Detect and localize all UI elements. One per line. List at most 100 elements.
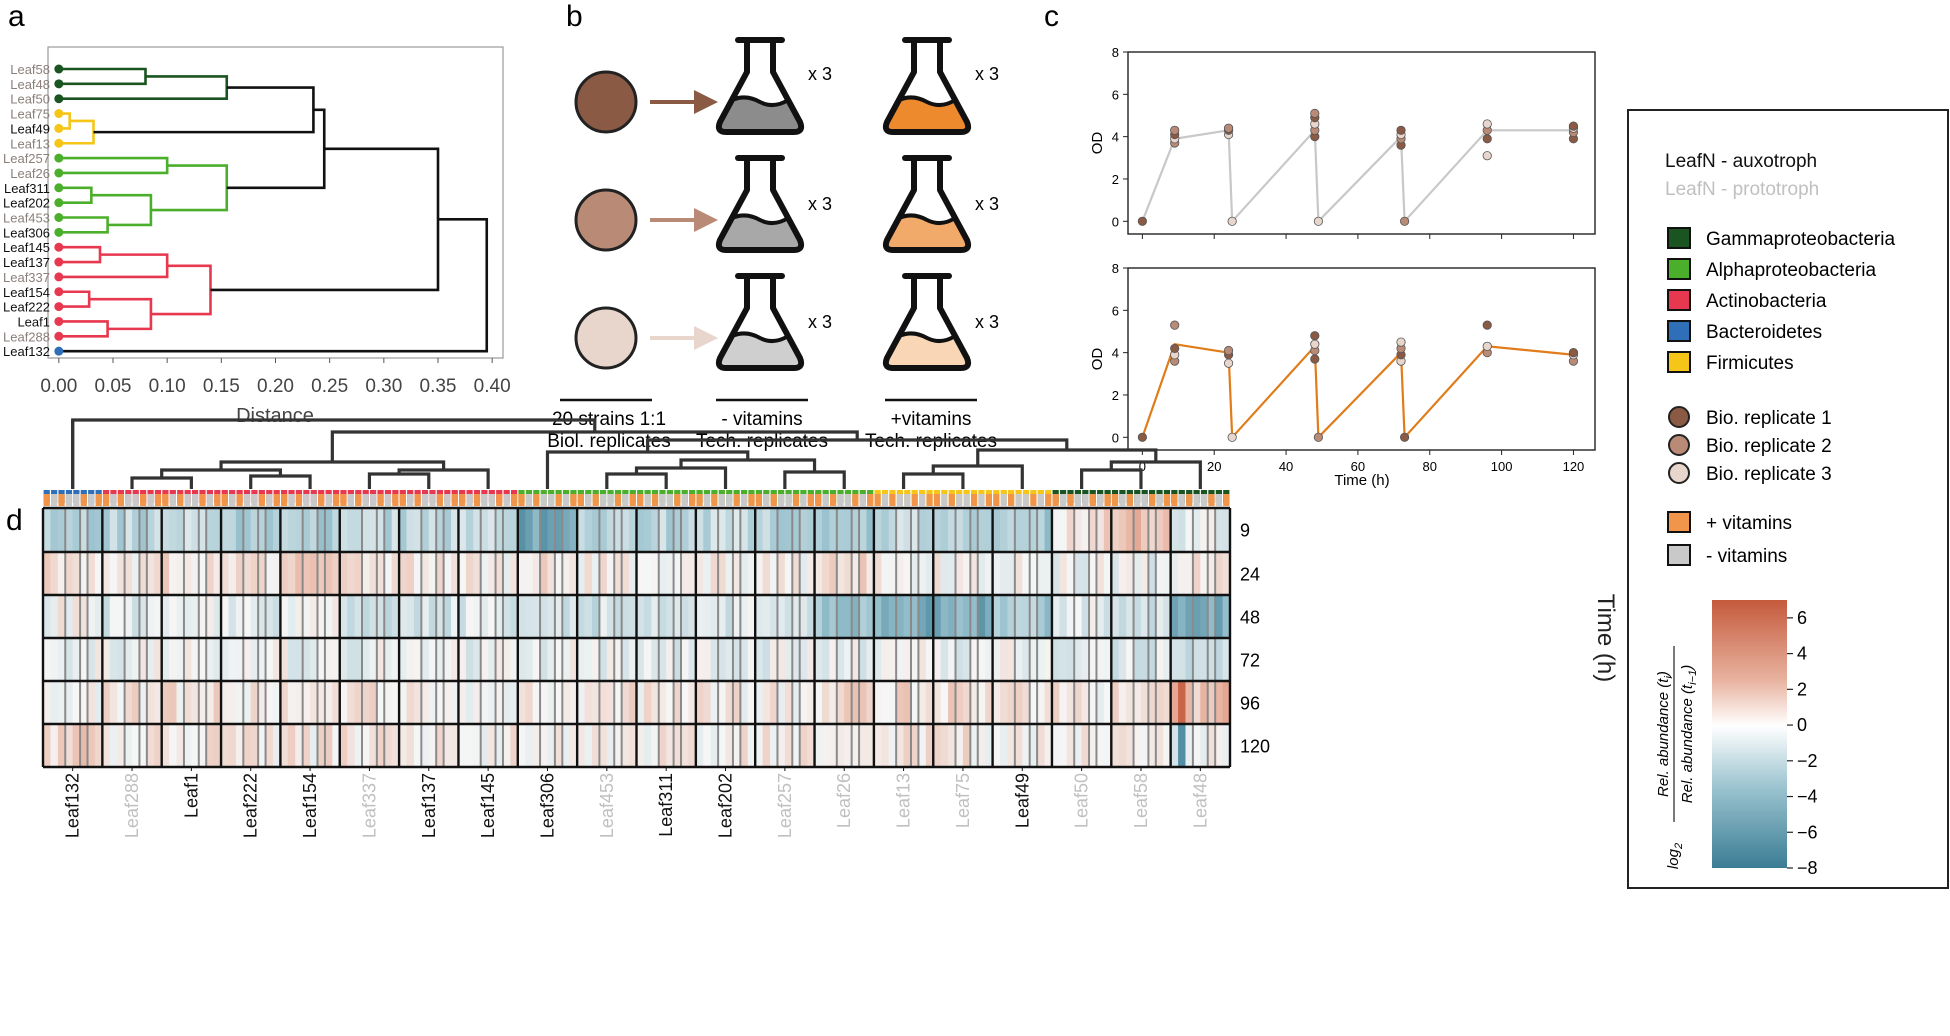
heatmap-cell <box>1044 724 1053 767</box>
heatmap-cell <box>1066 595 1075 638</box>
heatmap-cell <box>918 724 927 767</box>
heatmap-cell <box>807 638 815 681</box>
heatmap-cell <box>295 724 304 767</box>
arrowhead-1 <box>694 90 718 114</box>
vitamin-bar-cell <box>154 494 162 506</box>
panel-label-b: b <box>566 0 583 33</box>
heatmap-cell <box>970 724 979 767</box>
heatmap-cell <box>1029 724 1038 767</box>
heatmap-cell <box>547 681 556 724</box>
strain-column-label: Leaf154 <box>300 773 320 838</box>
x-tick-label: 0.40 <box>474 376 511 397</box>
x-tick-label: 100 <box>1491 459 1513 474</box>
heatmap-cell <box>940 595 949 638</box>
heatmap-cell <box>873 508 882 551</box>
heatmap-cell <box>1111 552 1120 595</box>
heatmap-cell <box>458 508 467 551</box>
heatmap-cell <box>703 681 712 724</box>
heatmap-cell <box>955 724 964 767</box>
heatmap-cell <box>1200 724 1209 767</box>
heatmap-cell <box>436 552 445 595</box>
heatmap-cell <box>591 724 600 767</box>
heatmap-cell <box>198 595 207 638</box>
heatmap-cell <box>888 638 897 681</box>
heatmap-cell <box>554 552 563 595</box>
heatmap-cell <box>1185 681 1194 724</box>
vitamin-bar-cell <box>548 494 555 506</box>
heatmap-cell <box>844 595 853 638</box>
colorbar-label-denominator: Rel. abundance (ti−1) <box>1679 665 1699 803</box>
heatmap-cell <box>859 552 867 595</box>
heatmap-cell <box>451 681 459 724</box>
heatmap-cell <box>1207 552 1216 595</box>
x-tick-label: 60 <box>1351 459 1365 474</box>
dendrogram-link <box>1080 468 1143 489</box>
heatmap-cell <box>985 638 993 681</box>
heatmap-cell <box>569 508 578 551</box>
vitamin-bar-cell <box>1104 494 1111 506</box>
vitamin-bar-cell <box>740 494 748 506</box>
heatmap-cell <box>265 508 274 551</box>
strain-column-label: Leaf132 <box>63 773 83 838</box>
heatmap-cell <box>228 508 237 551</box>
heatmap-cell <box>614 724 623 767</box>
heatmap-cell <box>413 681 422 724</box>
heatmap-cell <box>258 508 266 551</box>
heatmap-cell <box>621 508 630 551</box>
y-tick-label: 0 <box>1112 430 1119 445</box>
heatmap-cell <box>191 552 200 595</box>
heatmap-cell <box>65 638 74 681</box>
heatmap-cell <box>747 638 756 681</box>
heatmap-cell <box>762 552 771 595</box>
heatmap-cell <box>910 681 919 724</box>
x-tick-label: 0.35 <box>420 376 457 397</box>
heatmap-cell <box>206 638 215 681</box>
heatmap-cell <box>1103 595 1112 638</box>
heatmap-cell <box>495 552 504 595</box>
dendrogram-link <box>545 450 750 489</box>
dendrogram-link <box>226 108 326 190</box>
heatmap-cell <box>799 552 808 595</box>
vitamin-bar-cell <box>607 494 614 506</box>
heatmap-cell <box>577 681 585 724</box>
caption-mid-1: - vitamins <box>721 409 802 430</box>
heatmap-cell <box>384 508 393 551</box>
heatmap-cell <box>347 595 355 638</box>
heatmap-cell <box>502 724 511 767</box>
heatmap-cell <box>992 552 1001 595</box>
heatmap-cell <box>206 595 215 638</box>
heatmap-cell <box>1163 595 1172 638</box>
heatmap-cell <box>421 638 430 681</box>
heatmap-cell <box>606 681 615 724</box>
heatmap-cell <box>43 724 51 767</box>
panel-a-dendrogram: Leaf58Leaf48Leaf50Leaf75Leaf49Leaf13Leaf… <box>3 46 511 427</box>
heatmap-cell <box>443 681 452 724</box>
heatmap-cell <box>955 681 964 724</box>
x-tick-label: 0.10 <box>149 376 186 397</box>
heatmap-cell <box>1096 638 1105 681</box>
heatmap-cell <box>146 724 155 767</box>
heatmap-cell <box>977 552 986 595</box>
flask-minus-vitamins <box>715 37 805 135</box>
heatmap-cell <box>666 508 674 551</box>
heatmap-cell <box>436 508 445 551</box>
heatmap-cell <box>710 595 719 638</box>
heatmap-cell <box>488 595 496 638</box>
heatmap-cell <box>1059 595 1068 638</box>
heatmap-cell <box>710 681 719 724</box>
growth-point <box>1227 216 1237 226</box>
heatmap-cell <box>176 552 185 595</box>
multiplier-label: x 3 <box>975 64 999 84</box>
heatmap-cell <box>732 724 741 767</box>
heatmap-cell <box>540 552 548 595</box>
heatmap-cell <box>102 595 111 638</box>
heatmap-cell <box>577 552 585 595</box>
vitamin-bar-cell <box>919 494 926 506</box>
vitamin-bar-cell <box>763 494 770 506</box>
heatmap-cell <box>651 552 660 595</box>
growth-point <box>1482 341 1492 351</box>
heatmap-cell <box>747 508 756 551</box>
replicate-circle-2 <box>574 188 638 252</box>
y-tick-label: 4 <box>1112 346 1119 361</box>
heatmap-cell <box>1066 552 1075 595</box>
